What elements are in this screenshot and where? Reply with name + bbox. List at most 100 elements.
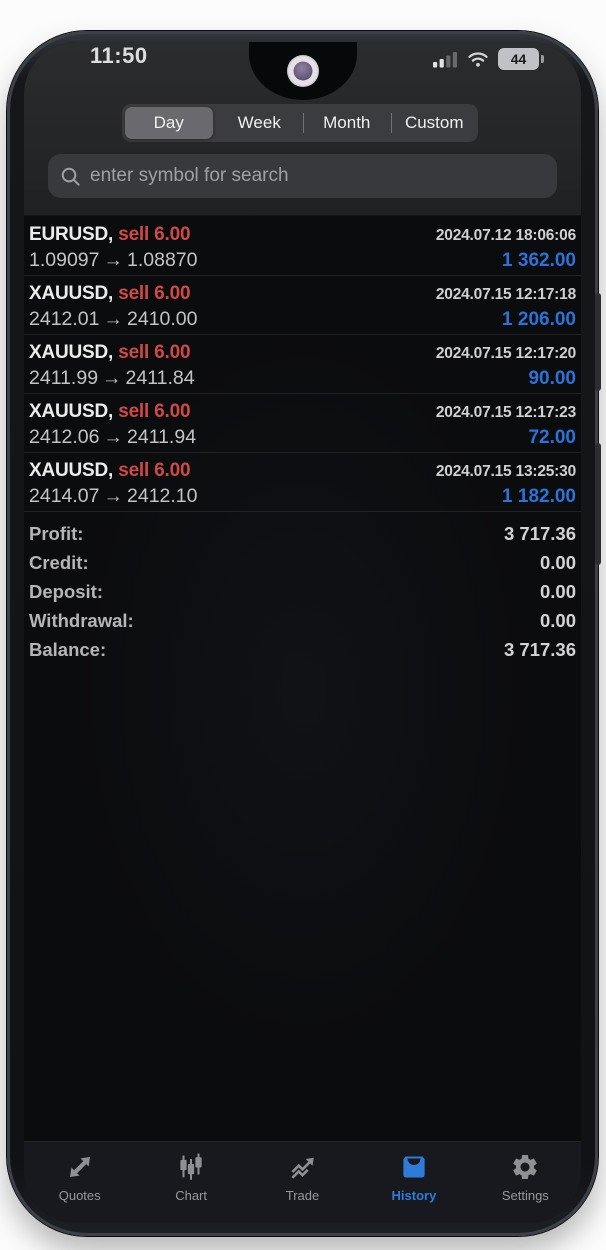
period-tab-week[interactable]: Week <box>216 104 304 142</box>
trade-profit: 90.00 <box>528 368 576 389</box>
period-segmented-control: Day Week Month Custom <box>122 104 478 142</box>
summary-row: Withdrawal: 0.00 <box>24 606 581 635</box>
camera-lens <box>293 61 312 81</box>
trade-datetime: 2024.07.15 12:17:23 <box>435 404 576 421</box>
status-time: 11:50 <box>90 43 148 68</box>
trade-open-price: 1.09097 <box>29 249 100 271</box>
tab-trade[interactable]: Trade <box>247 1142 358 1223</box>
trade-row-line2: 2411.99 → 2411.84 90.00 <box>29 367 576 390</box>
trade-prices: 2412.06 → 2411.94 <box>29 426 196 449</box>
period-tab-month[interactable]: Month <box>303 104 391 142</box>
tab-chart-label: Chart <box>175 1188 207 1203</box>
trade-trend-icon <box>287 1151 319 1183</box>
trade-profit: 1 182.00 <box>502 486 576 507</box>
trade-datetime: 2024.07.12 18:06:06 <box>435 227 576 244</box>
trade-row-line2: 2414.07 → 2412.10 1 182.00 <box>29 485 576 508</box>
quotes-arrows-icon <box>64 1151 96 1183</box>
candlestick-chart-icon <box>175 1151 207 1183</box>
trade-profit: 1 362.00 <box>502 250 576 271</box>
trade-row[interactable]: XAUUSD, sell 6.00 2024.07.15 12:17:18 24… <box>24 276 581 335</box>
trade-symbol-side: XAUUSD, sell 6.00 <box>29 283 191 305</box>
trade-list: EURUSD, sell 6.00 2024.07.12 18:06:06 1.… <box>24 217 581 512</box>
period-tab-day-label: Day <box>153 113 184 132</box>
trade-symbol: XAUUSD, <box>29 283 114 304</box>
bottom-tab-bar: Quotes Chart <box>24 1141 581 1223</box>
tab-history-label: History <box>391 1188 437 1203</box>
trade-side-volume: sell 6.00 <box>118 460 191 481</box>
trade-open-price: 2412.01 <box>29 308 100 330</box>
summary-value: 0.00 <box>539 609 576 631</box>
trade-symbol-side: XAUUSD, sell 6.00 <box>29 401 191 423</box>
trade-side-volume: sell 6.00 <box>118 401 191 422</box>
trade-profit: 72.00 <box>528 427 576 448</box>
tab-chart[interactable]: Chart <box>135 1142 246 1223</box>
period-tab-custom[interactable]: Custom <box>390 104 479 142</box>
trade-datetime: 2024.07.15 13:25:30 <box>435 463 576 480</box>
power-button <box>595 443 601 565</box>
trade-side-volume: sell 6.00 <box>118 224 191 245</box>
search-input[interactable] <box>90 165 545 187</box>
battery-icon: 44 <box>498 48 544 70</box>
wifi-icon <box>466 50 490 68</box>
tab-quotes[interactable]: Quotes <box>24 1142 135 1223</box>
trade-row[interactable]: XAUUSD, sell 6.00 2024.07.15 13:25:30 24… <box>24 453 581 512</box>
settings-gear-icon <box>509 1151 541 1183</box>
trade-row[interactable]: EURUSD, sell 6.00 2024.07.12 18:06:06 1.… <box>24 217 581 276</box>
trade-symbol: EURUSD, <box>29 224 114 245</box>
summary-label: Deposit: <box>29 580 103 602</box>
summary-label: Withdrawal: <box>29 609 134 631</box>
front-camera <box>286 55 319 87</box>
trade-row-line2: 2412.06 → 2411.94 72.00 <box>29 426 576 449</box>
trade-open-price: 2412.06 <box>29 426 100 448</box>
phone-frame: 11:50 <box>7 31 601 1236</box>
trade-row-line1: XAUUSD, sell 6.00 2024.07.15 13:25:30 <box>29 460 576 482</box>
trade-symbol-side: EURUSD, sell 6.00 <box>29 224 191 246</box>
trade-prices: 2411.99 → 2411.84 <box>29 367 195 390</box>
price-arrow: → <box>102 367 122 389</box>
search-icon <box>60 166 81 187</box>
trade-prices: 2414.07 → 2412.10 <box>29 485 198 508</box>
trade-side-volume: sell 6.00 <box>118 342 191 363</box>
trade-row-line1: XAUUSD, sell 6.00 2024.07.15 12:17:20 <box>29 342 576 364</box>
trade-profit: 1 206.00 <box>502 309 576 330</box>
period-tab-day[interactable]: Day <box>125 107 213 139</box>
battery-percentage: 44 <box>510 51 527 67</box>
summary-block: Profit: 3 717.36 Credit: 0.00 Deposit: 0… <box>24 520 581 664</box>
tab-settings-label: Settings <box>501 1188 549 1203</box>
summary-row: Balance: 3 717.36 <box>24 635 581 664</box>
history-inbox-icon <box>398 1151 430 1183</box>
price-arrow: → <box>103 426 124 448</box>
summary-label: Profit: <box>29 523 84 545</box>
tab-history[interactable]: History <box>358 1142 469 1223</box>
summary-label: Credit: <box>29 552 89 574</box>
trade-row-line2: 2412.01 → 2410.00 1 206.00 <box>29 308 576 331</box>
trade-row[interactable]: XAUUSD, sell 6.00 2024.07.15 12:17:20 24… <box>24 335 581 394</box>
trade-prices: 1.09097 → 1.08870 <box>29 249 198 272</box>
status-icons: 44 <box>433 48 544 70</box>
tab-quotes-label: Quotes <box>58 1188 101 1203</box>
summary-row: Credit: 0.00 <box>24 549 581 578</box>
summary-row: Profit: 3 717.36 <box>24 520 581 549</box>
status-bar: 11:50 <box>24 43 581 74</box>
tab-trade-label: Trade <box>285 1188 320 1203</box>
trade-row[interactable]: XAUUSD, sell 6.00 2024.07.15 12:17:23 24… <box>24 394 581 453</box>
trade-close-price: 2411.94 <box>127 426 197 448</box>
trade-datetime: 2024.07.15 12:17:20 <box>435 345 576 362</box>
trade-symbol: XAUUSD, <box>29 460 114 481</box>
app-screen: 11:50 <box>24 42 581 1223</box>
trade-open-price: 2411.99 <box>29 367 99 389</box>
period-tab-month-label: Month <box>323 113 371 132</box>
battery-nub <box>541 55 544 63</box>
trade-close-price: 1.08870 <box>127 249 198 271</box>
trade-row-line1: XAUUSD, sell 6.00 2024.07.15 12:17:23 <box>29 401 576 423</box>
summary-value: 3 717.36 <box>503 638 576 660</box>
tab-settings[interactable]: Settings <box>470 1142 581 1223</box>
trade-row-line1: EURUSD, sell 6.00 2024.07.12 18:06:06 <box>29 224 576 246</box>
trade-close-price: 2410.00 <box>127 308 198 330</box>
summary-value: 0.00 <box>539 552 576 574</box>
symbol-search-bar[interactable] <box>48 154 557 198</box>
trade-row-line2: 1.09097 → 1.08870 1 362.00 <box>29 249 576 272</box>
trade-open-price: 2414.07 <box>29 485 100 507</box>
trade-datetime: 2024.07.15 12:17:18 <box>435 286 576 303</box>
